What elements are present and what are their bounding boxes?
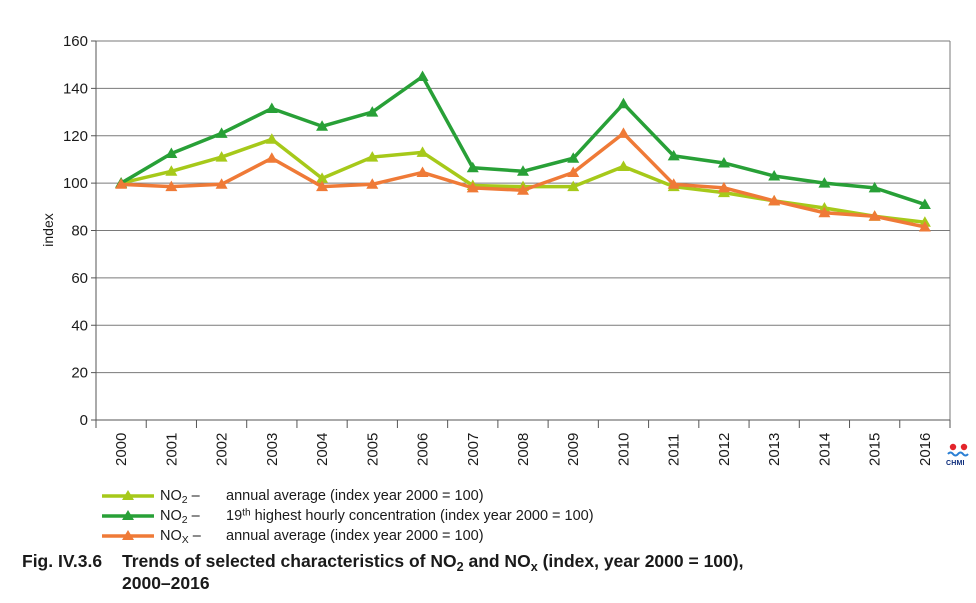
logo-dot-left [949, 443, 957, 451]
x-tick-label: 2006 [415, 433, 432, 466]
data-point-no2_19th [717, 156, 730, 168]
data-point-no2_19th [215, 127, 228, 138]
data-point-no2_19th [316, 120, 329, 131]
series-nox_annual [115, 127, 931, 232]
data-point-nox_annual [416, 166, 429, 177]
data-point-no2_annual [416, 146, 429, 157]
data-point-no2_19th [818, 177, 831, 188]
x-tick-label: 2015 [867, 433, 884, 466]
y-tick-label: 80 [71, 223, 88, 240]
data-point-no2_19th [265, 102, 278, 114]
data-point-nox_annual [868, 210, 881, 221]
legend-prefix: NOX – [160, 528, 201, 547]
data-point-nox_annual [567, 166, 580, 177]
legend-swatch-no2-annual [102, 490, 154, 500]
data-point-no2_19th [667, 149, 680, 161]
legend: NO2 – annual average (index year 2000 = … [100, 486, 594, 546]
data-point-no2_annual [617, 160, 630, 172]
data-point-nox_annual [517, 184, 529, 195]
data-point-no2_annual [165, 165, 178, 176]
x-tick-label: 2014 [816, 433, 833, 466]
legend-text: annual average (index year 2000 = 100) [226, 528, 484, 544]
data-point-no2_annual [265, 133, 278, 144]
y-tick-label: 140 [63, 80, 88, 97]
y-axis-label: index [40, 213, 56, 246]
caption-line-1: Fig. IV.3.6 Trends of selected characteri… [22, 551, 744, 574]
x-tick-label: 2003 [264, 433, 281, 466]
x-tick-label: 2009 [565, 433, 582, 466]
legend-swatch-nox-annual [102, 530, 154, 540]
data-point-no2_19th [517, 165, 529, 176]
legend-text: annual average (index year 2000 = 100) [226, 488, 484, 504]
legend-swatch-no2-19th [102, 510, 154, 520]
data-point-nox_annual [265, 152, 278, 163]
data-point-nox_annual [316, 180, 329, 192]
x-tick-label: 2008 [515, 433, 532, 466]
x-tick-label: 2004 [314, 433, 331, 466]
y-tick-label: 120 [63, 128, 88, 145]
legend-item-no2-19th: NO2 – 19th highest hourly concentration … [100, 506, 594, 526]
logo-wave [947, 451, 969, 457]
data-point-nox_annual [617, 127, 630, 138]
data-point-nox_annual [818, 206, 831, 218]
x-tick-label: 2016 [917, 433, 934, 466]
data-point-no2_19th [466, 161, 479, 173]
data-point-nox_annual [115, 178, 128, 189]
x-tick-label: 2010 [615, 433, 632, 466]
legend-item-no2-annual: NO2 – annual average (index year 2000 = … [100, 486, 594, 506]
data-point-no2_annual [567, 180, 580, 192]
x-tick-label: 2000 [113, 433, 130, 466]
logo-text: CHMI [946, 460, 965, 467]
series-lines [115, 70, 931, 232]
x-tick-labels: 2000 2001 2002 2003 2004 2005 2006 2007 2008 2009… [113, 433, 934, 466]
data-point-no2_19th [366, 106, 379, 117]
y-tick-label: 40 [71, 317, 88, 334]
data-point-no2_19th [617, 97, 630, 109]
caption-number: Fig. IV.3.6 [22, 551, 103, 571]
y-tick-label: 20 [71, 365, 88, 382]
data-point-no2_19th [567, 152, 580, 163]
legend-prefix: NO2 – [160, 508, 200, 527]
data-point-no2_annual [215, 151, 228, 162]
x-tick-label: 2012 [716, 433, 733, 466]
data-point-nox_annual [366, 178, 379, 189]
x-tick-label: 2002 [214, 433, 231, 466]
data-point-nox_annual [466, 181, 479, 193]
data-point-no2_annual [366, 151, 379, 162]
data-point-nox_annual [918, 220, 931, 232]
data-point-nox_annual [667, 178, 680, 189]
data-point-nox_annual [768, 194, 781, 206]
y-tick-labels: 0 20 40 60 80 100 120 140 160 [63, 33, 88, 429]
data-point-no2_19th [868, 181, 881, 193]
data-point-no2_19th [165, 147, 178, 159]
data-point-nox_annual [215, 178, 228, 189]
legend-text: 19th highest hourly concentration (index… [226, 507, 594, 524]
logo-dot-right [960, 443, 968, 451]
data-point-no2_19th [768, 170, 781, 181]
chart-axes [91, 40, 951, 428]
y-tick-label: 0 [80, 412, 88, 429]
figure-caption: Fig. IV.3.6 Trends of selected characteri… [22, 550, 743, 594]
data-point-no2_annual [316, 172, 329, 183]
y-tick-label: 100 [63, 175, 88, 192]
caption-line-2: 2000–2016 [122, 573, 210, 593]
x-tick-label: 2007 [465, 433, 482, 466]
y-tick-label: 160 [63, 33, 88, 50]
x-tick-label: 2005 [364, 433, 381, 466]
x-tick-label: 2013 [766, 433, 783, 466]
data-point-no2_19th [416, 70, 429, 82]
series-no2_19th [115, 70, 931, 209]
data-point-nox_annual [165, 180, 178, 192]
legend-item-nox-annual: NOX – annual average (index year 2000 = … [100, 526, 594, 546]
data-point-nox_annual [717, 181, 730, 193]
data-point-no2_19th [918, 198, 931, 209]
chmi-logo-icon [944, 440, 974, 470]
y-tick-label: 60 [71, 270, 88, 287]
legend-prefix: NO2 – [160, 488, 200, 507]
x-tick-label: 2001 [163, 433, 180, 466]
x-tick-label: 2011 [666, 434, 683, 466]
